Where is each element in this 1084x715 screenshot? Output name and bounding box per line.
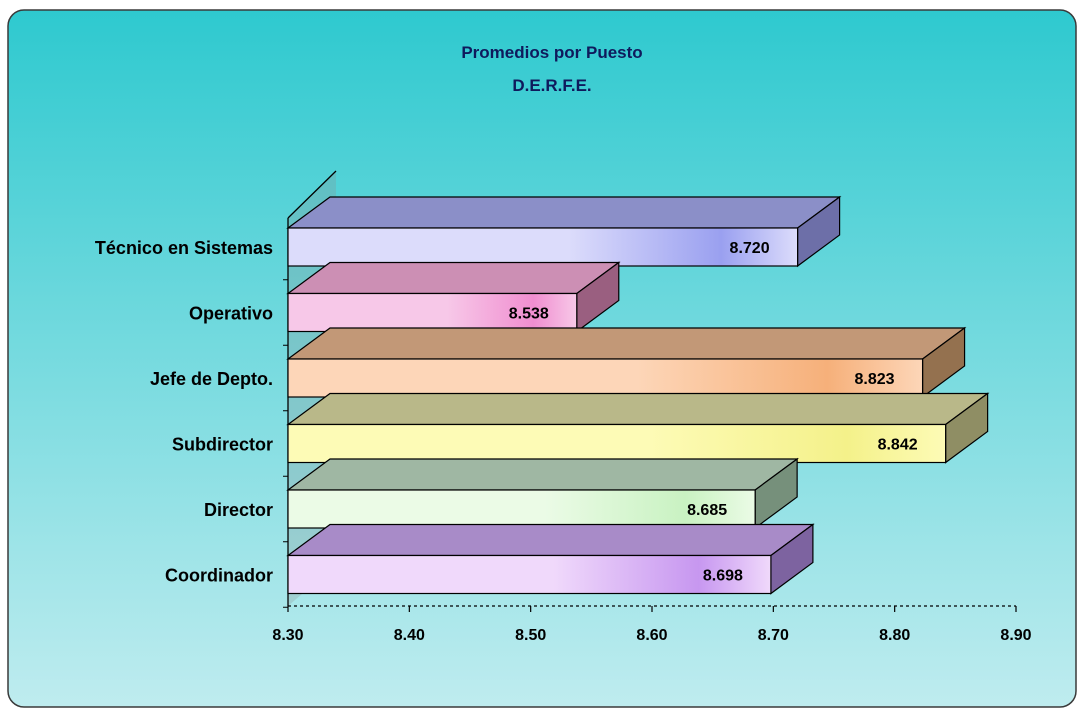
x-tick-label: 8.90: [1000, 627, 1031, 644]
bar-top-face: [286, 392, 990, 426]
bar-top-face: [286, 327, 967, 360]
data-label: 8.720: [730, 240, 770, 257]
bar: [287, 554, 772, 595]
category-label: Técnico en Sistemas: [95, 238, 273, 258]
data-label: 8.698: [703, 568, 743, 585]
x-tick-label: 8.80: [879, 627, 910, 644]
bar-top-face: [286, 523, 815, 557]
bar-top-face: [286, 458, 799, 491]
bar: [287, 423, 947, 464]
data-label: 8.823: [855, 371, 895, 388]
chart-subtitle: D.E.R.F.E.: [512, 76, 591, 95]
bar-top-face: [286, 261, 621, 295]
x-tick-label: 8.50: [515, 627, 546, 644]
plot-area: 8.720 Técnico en Sistemas 8.538 Operativo 8.…: [95, 170, 1032, 644]
data-label: 8.842: [878, 437, 918, 454]
x-tick-label: 8.30: [272, 627, 303, 644]
category-label: Jefe de Depto.: [150, 369, 273, 389]
bar: [287, 358, 924, 398]
data-label: 8.685: [687, 502, 727, 519]
y-axis-depth-line: [287, 170, 337, 219]
x-tick-label: 8.60: [636, 627, 667, 644]
category-label: Director: [204, 500, 273, 520]
category-label: Subdirector: [172, 435, 273, 455]
category-label: Operativo: [189, 304, 273, 324]
x-tick-label: 8.70: [758, 627, 789, 644]
bar: [287, 489, 756, 529]
data-label: 8.538: [509, 306, 549, 323]
chart-title: Promedios por Puesto: [461, 43, 642, 62]
bar-top-face: [286, 196, 842, 229]
category-label: Coordinador: [165, 566, 273, 586]
bar: [287, 227, 799, 267]
x-tick-label: 8.40: [394, 627, 425, 644]
